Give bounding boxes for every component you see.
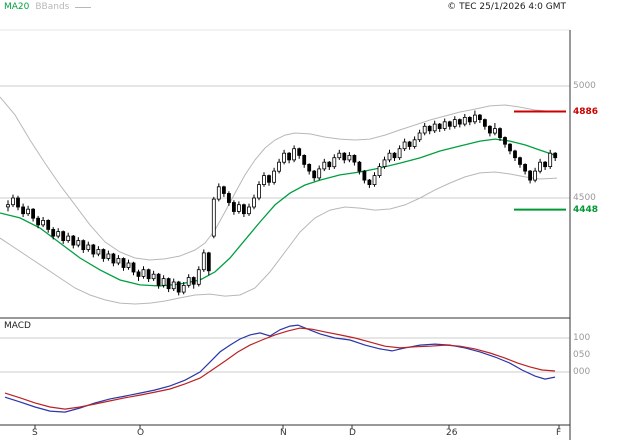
ma20-line (0, 138, 558, 287)
indicator-legend: MA20 BBands (4, 2, 92, 12)
copyright-text: © TEC 25/1/2026 4:0 GMT (447, 2, 566, 12)
bbands-legend-label: BBands (35, 2, 70, 12)
signal-line (4, 327, 556, 410)
candlesticks (6, 110, 558, 296)
ma20-legend-label: MA20 (4, 2, 30, 12)
bollinger-upper-line (0, 96, 558, 261)
macd-panel-title: MACD (4, 321, 31, 331)
macd-line (4, 324, 556, 413)
bbands-legend-dash (75, 6, 92, 8)
bollinger-lower-line (0, 171, 558, 305)
